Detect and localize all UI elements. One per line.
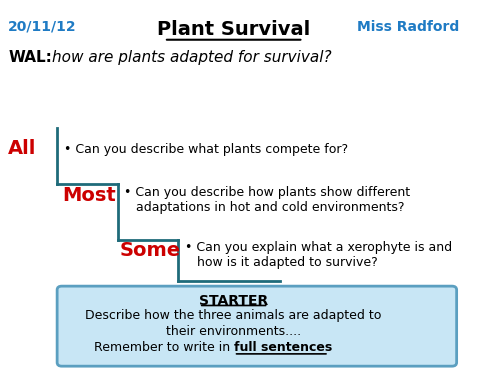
Text: their environments....: their environments.... (166, 325, 301, 338)
Text: how are plants adapted for survival?: how are plants adapted for survival? (52, 50, 332, 65)
Text: • Can you describe how plants show different
   adaptations in hot and cold envi: • Can you describe how plants show diffe… (124, 186, 410, 214)
Text: Miss Radford: Miss Radford (356, 20, 459, 34)
Text: full sentences: full sentences (234, 341, 332, 354)
Text: 20/11/12: 20/11/12 (8, 20, 77, 34)
Text: • Can you describe what plants compete for?: • Can you describe what plants compete f… (64, 143, 348, 156)
Text: Plant Survival: Plant Survival (157, 20, 310, 39)
FancyBboxPatch shape (57, 286, 456, 366)
Text: WAL:: WAL: (8, 50, 52, 65)
Text: Describe how the three animals are adapted to: Describe how the three animals are adapt… (86, 309, 382, 322)
Text: • Can you explain what a xerophyte is and
   how is it adapted to survive?: • Can you explain what a xerophyte is an… (185, 242, 452, 270)
Text: Some: Some (120, 242, 181, 261)
Text: Remember to write in: Remember to write in (94, 341, 234, 354)
Text: Most: Most (62, 186, 116, 205)
Text: All: All (8, 139, 36, 158)
Text: STARTER: STARTER (199, 294, 268, 308)
